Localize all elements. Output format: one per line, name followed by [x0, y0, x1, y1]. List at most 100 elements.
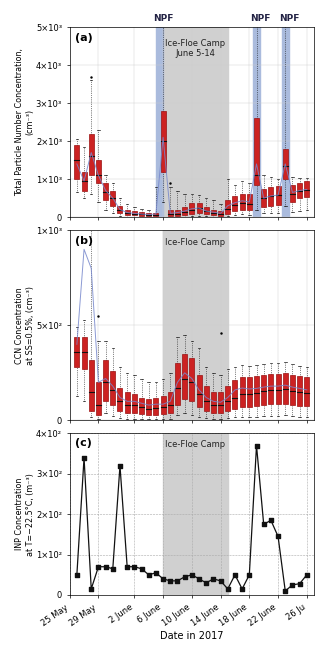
- Point: [125, 562, 130, 572]
- Bar: [247, 194, 252, 211]
- Bar: [103, 183, 108, 200]
- Bar: [89, 359, 94, 411]
- Bar: [240, 377, 245, 407]
- Bar: [283, 373, 288, 404]
- Bar: [282, 27, 289, 217]
- Point: [74, 569, 80, 580]
- Point: [218, 575, 223, 586]
- Text: NPF: NPF: [250, 14, 270, 24]
- Text: (c): (c): [75, 438, 91, 448]
- Point: [110, 564, 115, 574]
- Bar: [153, 213, 159, 216]
- Point: [283, 586, 288, 596]
- Point: [211, 573, 216, 584]
- Y-axis label: Total Particle Number Concentration,
(cm⁻³): Total Particle Number Concentration, (cm…: [15, 48, 35, 196]
- Point: [247, 569, 252, 580]
- Point: [182, 571, 187, 582]
- Bar: [247, 377, 252, 407]
- Bar: [139, 398, 144, 414]
- Bar: [276, 374, 281, 404]
- Bar: [89, 134, 94, 175]
- Bar: [163, 27, 228, 217]
- Point: [240, 584, 245, 594]
- Bar: [110, 190, 115, 206]
- Point: [175, 575, 180, 586]
- Bar: [175, 209, 180, 216]
- Bar: [168, 209, 173, 216]
- Bar: [103, 359, 108, 401]
- Point: [275, 531, 281, 542]
- Bar: [276, 186, 281, 205]
- Point: [254, 440, 259, 451]
- Bar: [261, 375, 266, 405]
- Bar: [117, 206, 122, 213]
- Bar: [163, 230, 228, 420]
- Bar: [233, 196, 238, 211]
- Bar: [233, 380, 238, 409]
- Point: [196, 573, 202, 584]
- Bar: [146, 400, 151, 415]
- Bar: [161, 111, 165, 171]
- Bar: [117, 388, 122, 411]
- Bar: [268, 187, 273, 206]
- Bar: [304, 181, 309, 197]
- Point: [161, 573, 166, 584]
- Bar: [253, 27, 260, 217]
- Point: [146, 569, 151, 580]
- Bar: [161, 396, 165, 414]
- Point: [168, 575, 173, 586]
- Bar: [254, 118, 259, 185]
- Bar: [110, 371, 115, 405]
- Point: [89, 584, 94, 594]
- Text: Ice-Floe Camp: Ice-Floe Camp: [165, 440, 225, 449]
- Bar: [196, 375, 202, 407]
- Bar: [74, 337, 79, 367]
- Point: [189, 569, 194, 580]
- Point: [225, 584, 230, 594]
- Bar: [240, 194, 245, 209]
- Bar: [268, 374, 273, 404]
- Bar: [254, 376, 259, 406]
- Point: [268, 515, 273, 525]
- Text: Ice-Floe Camp: Ice-Floe Camp: [165, 238, 225, 247]
- Bar: [182, 354, 187, 400]
- Bar: [204, 207, 209, 215]
- Bar: [82, 337, 87, 369]
- Bar: [290, 185, 295, 202]
- Bar: [297, 183, 302, 198]
- Bar: [125, 211, 130, 215]
- Point: [81, 453, 87, 463]
- Point: [117, 461, 123, 471]
- Text: (b): (b): [75, 236, 93, 246]
- Bar: [196, 203, 202, 213]
- Bar: [225, 200, 230, 214]
- Point: [261, 519, 266, 529]
- Point: [204, 578, 209, 588]
- Bar: [168, 392, 173, 413]
- Bar: [261, 189, 266, 207]
- X-axis label: Date in 2017: Date in 2017: [160, 631, 224, 641]
- Bar: [132, 394, 137, 413]
- Bar: [132, 211, 137, 215]
- Y-axis label: INP Concentration
at T=−22.5°C, (m⁻³): INP Concentration at T=−22.5°C, (m⁻³): [15, 473, 35, 556]
- Text: Ice-Floe Camp
June 5-14: Ice-Floe Camp June 5-14: [165, 39, 225, 58]
- Point: [290, 580, 295, 590]
- Bar: [146, 213, 151, 216]
- Bar: [189, 358, 194, 401]
- Bar: [297, 376, 302, 405]
- Bar: [218, 211, 223, 216]
- Bar: [211, 392, 216, 413]
- Bar: [82, 171, 87, 190]
- Bar: [175, 363, 180, 405]
- Point: [232, 569, 238, 580]
- Bar: [283, 149, 288, 179]
- Point: [132, 562, 137, 572]
- Bar: [225, 386, 230, 411]
- Bar: [163, 434, 228, 595]
- Point: [297, 579, 302, 589]
- Bar: [96, 382, 101, 415]
- Y-axis label: CCN Concentration
at SS=0.5%, (cm⁻³): CCN Concentration at SS=0.5%, (cm⁻³): [15, 286, 35, 365]
- Bar: [204, 386, 209, 411]
- Point: [304, 569, 310, 580]
- Bar: [125, 392, 130, 413]
